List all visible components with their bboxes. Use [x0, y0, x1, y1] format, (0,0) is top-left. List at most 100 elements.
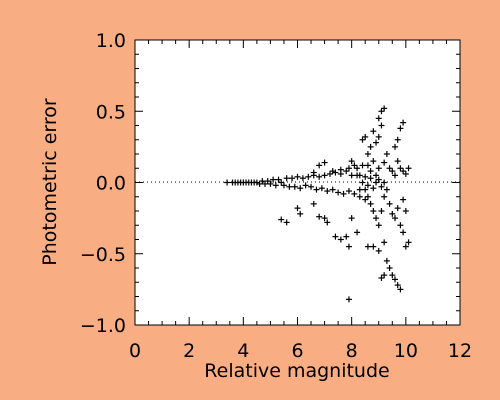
- data-point: [364, 243, 371, 250]
- data-point: [381, 239, 388, 246]
- data-point: [389, 272, 396, 279]
- data-point: [367, 143, 374, 150]
- data-point: [362, 196, 369, 203]
- data-point: [389, 168, 396, 175]
- data-point: [378, 208, 385, 214]
- data-point: [397, 222, 404, 229]
- data-point: [378, 183, 385, 190]
- y-axis-title: Photometric error: [39, 98, 61, 266]
- data-point: [294, 173, 301, 180]
- data-point: [310, 200, 317, 207]
- data-point: [402, 208, 409, 214]
- data-point: [394, 205, 401, 212]
- data-point: [367, 200, 374, 207]
- data-point: [348, 158, 355, 165]
- data-point: [262, 180, 268, 187]
- data-point: [259, 178, 266, 185]
- data-point: [367, 175, 374, 182]
- data-point: [392, 276, 398, 283]
- data-point: [283, 175, 290, 182]
- data-point: [402, 170, 409, 177]
- data-point: [359, 136, 366, 143]
- data-point: [392, 172, 398, 179]
- x-axis-title: Relative magnitude: [204, 360, 389, 382]
- data-point: [256, 180, 263, 187]
- data-point: [354, 165, 361, 172]
- data-point: [356, 186, 363, 193]
- data-point: [383, 257, 390, 264]
- data-point: [370, 243, 377, 250]
- data-point: [329, 186, 336, 193]
- data-point: [362, 186, 369, 193]
- x-tick-label: 12: [448, 340, 472, 362]
- data-point: [381, 272, 388, 279]
- data-point: [278, 179, 285, 186]
- data-point: [375, 165, 382, 172]
- data-point: [381, 159, 388, 166]
- y-tick-label: 1.0: [96, 30, 126, 52]
- y-tick-label: 0.5: [96, 101, 126, 123]
- data-point: [381, 179, 388, 186]
- data-point: [264, 178, 271, 185]
- data-point: [318, 185, 325, 192]
- data-point: [400, 229, 407, 236]
- y-tick-label: −0.5: [80, 244, 126, 266]
- data-point: [310, 169, 317, 176]
- plot-area: [134, 39, 461, 326]
- data-point: [362, 133, 369, 140]
- data-point: [386, 165, 393, 172]
- data-point: [337, 166, 344, 173]
- data-point: [375, 222, 382, 229]
- data-point: [362, 173, 369, 180]
- data-point: [370, 185, 377, 192]
- data-point: [386, 265, 393, 271]
- data-point: [345, 296, 352, 303]
- data-point: [405, 165, 412, 172]
- data-point: [373, 215, 380, 222]
- x-tick-label: 8: [346, 340, 358, 362]
- data-point: [345, 165, 352, 172]
- data-point: [275, 176, 282, 183]
- data-point: [337, 236, 344, 243]
- data-point: [400, 196, 407, 203]
- data-point: [343, 168, 350, 175]
- data-point: [316, 213, 323, 220]
- data-point: [297, 210, 304, 217]
- data-point: [351, 162, 358, 169]
- data-point: [383, 151, 390, 157]
- data-point: [378, 274, 385, 281]
- data-point: [343, 233, 350, 240]
- data-point: [291, 183, 298, 190]
- data-point: [299, 175, 306, 182]
- data-point: [267, 180, 274, 187]
- data-point: [370, 158, 377, 165]
- data-points: [224, 105, 412, 303]
- data-point: [327, 170, 333, 177]
- x-tick-label: 0: [129, 340, 141, 362]
- data-point: [364, 151, 371, 157]
- data-point: [354, 172, 361, 179]
- y-axis-ticks: −1.0 −0.5 0.0 0.5 1.0: [80, 30, 460, 337]
- data-point: [348, 215, 355, 222]
- data-point: [400, 168, 407, 175]
- data-point: [356, 193, 363, 200]
- x-tick-label: 10: [394, 340, 418, 362]
- x-tick-label: 2: [183, 340, 195, 362]
- data-point: [329, 168, 336, 175]
- data-point: [375, 247, 382, 254]
- data-point: [402, 243, 409, 250]
- data-point: [397, 286, 404, 293]
- data-point: [397, 165, 404, 172]
- data-point: [378, 108, 385, 115]
- data-point: [373, 139, 380, 146]
- data-point: [375, 133, 382, 140]
- data-point: [373, 179, 380, 186]
- y-tick-label: 0.0: [96, 173, 126, 195]
- data-point: [332, 233, 339, 240]
- data-point: [354, 229, 361, 236]
- data-point: [386, 200, 393, 207]
- data-point: [397, 125, 404, 132]
- data-point: [345, 243, 352, 250]
- data-point: [286, 183, 293, 190]
- x-axis-ticks: 0 2 4 6 8 10 12: [129, 40, 472, 362]
